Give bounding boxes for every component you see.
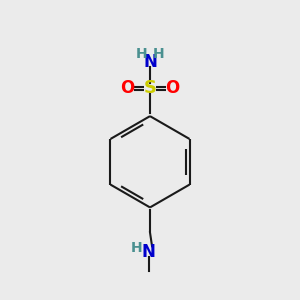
Text: S: S xyxy=(143,79,157,97)
Text: N: N xyxy=(143,53,157,71)
Text: H: H xyxy=(153,47,165,61)
Text: O: O xyxy=(166,79,180,97)
Text: H: H xyxy=(135,47,147,61)
Text: H: H xyxy=(130,241,142,255)
Text: O: O xyxy=(120,79,134,97)
Text: N: N xyxy=(142,243,155,261)
